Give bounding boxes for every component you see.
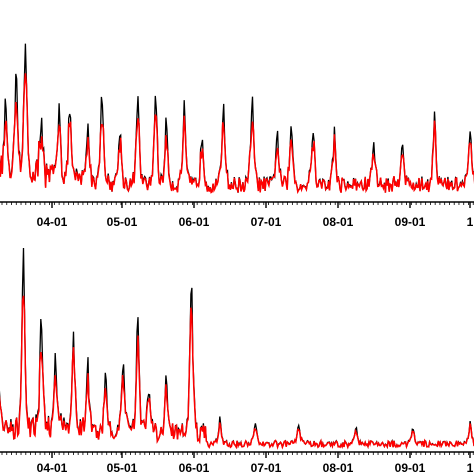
series-line-simulated xyxy=(0,73,474,195)
bottom-panel: 04-01 05-01 06-01 07-01 08-01 09-01 1 xyxy=(0,247,474,474)
series-line-observed xyxy=(0,43,474,194)
x-tick-label: 06-01 xyxy=(179,461,210,474)
x-tick-label: 07-01 xyxy=(251,461,282,474)
x-tick-label: 05-01 xyxy=(107,461,138,474)
x-tick-label: 04-01 xyxy=(37,215,68,229)
x-tick-label: 09-01 xyxy=(395,215,426,229)
x-tick-label: 07-01 xyxy=(251,215,282,229)
top-panel: 04-01 05-01 06-01 07-01 08-01 09-01 1 xyxy=(0,43,474,229)
x-tick-label: 1 xyxy=(467,215,474,229)
x-tick-label: 08-01 xyxy=(323,461,354,474)
series-line-simulated xyxy=(0,295,474,451)
x-tick-label: 09-01 xyxy=(395,461,426,474)
x-tick-label: 08-01 xyxy=(323,215,354,229)
x-tick-label: 05-01 xyxy=(107,215,138,229)
x-tick-label: 04-01 xyxy=(37,461,68,474)
x-tick-label: 1 xyxy=(467,461,474,474)
x-tick-label: 06-01 xyxy=(179,215,210,229)
